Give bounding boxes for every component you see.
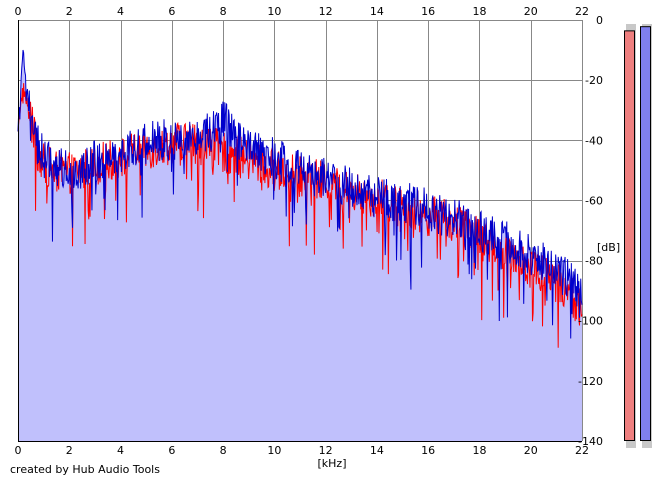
spectrum-area <box>18 50 582 442</box>
x-tick-label-top: 2 <box>66 5 73 18</box>
y-tick-label: -60 <box>585 194 603 207</box>
spectrum-lines <box>17 49 583 348</box>
x-tick-label-top: 0 <box>15 5 22 18</box>
level-meters <box>624 24 652 448</box>
x-tick-label-bottom: 6 <box>168 444 175 457</box>
x-tick-label-bottom: 14 <box>370 444 384 457</box>
y-tick-label: -120 <box>578 375 603 388</box>
y-tick-labels: 0 -20 -40 -60 -80 -100 -120 -140 <box>578 14 603 448</box>
x-tick-label-bottom: 8 <box>220 444 227 457</box>
y-axis-label: [dB] <box>597 241 620 254</box>
x-tick-label-bottom: 4 <box>117 444 124 457</box>
meter-left <box>624 30 635 442</box>
x-tick-label-top: 8 <box>220 5 227 18</box>
y-tick-label: -20 <box>585 74 603 87</box>
x-axis-label: [kHz] <box>318 457 347 470</box>
x-tick-label-bottom: 0 <box>15 444 22 457</box>
credit-text: created by Hub Audio Tools <box>10 463 160 476</box>
x-tick-label-bottom: 18 <box>472 444 486 457</box>
x-tick-label-top: 22 <box>575 5 589 18</box>
meter-right <box>640 26 651 442</box>
y-tick-label: -140 <box>578 435 603 448</box>
x-tick-label-bottom: 2 <box>66 444 73 457</box>
x-tick-label-top: 4 <box>117 5 124 18</box>
x-tick-label-top: 16 <box>421 5 435 18</box>
x-tick-label-bottom: 20 <box>524 444 538 457</box>
x-tick-label-top: 10 <box>267 5 281 18</box>
x-tick-label-top: 18 <box>472 5 486 18</box>
series-line-blue <box>17 49 583 339</box>
x-tick-label-bottom: 16 <box>421 444 435 457</box>
x-tick-label-bottom: 22 <box>575 444 589 457</box>
x-tick-label-top: 20 <box>524 5 538 18</box>
y-tick-label: 0 <box>596 14 603 27</box>
spectrum-fill <box>18 50 582 442</box>
y-tick-label: -100 <box>578 315 603 328</box>
x-tick-label-top: 14 <box>370 5 384 18</box>
x-tick-label-top: 6 <box>168 5 175 18</box>
x-tick-label-bottom: 10 <box>267 444 281 457</box>
x-tick-label-top: 12 <box>319 5 333 18</box>
x-tick-label-bottom: 12 <box>319 444 333 457</box>
y-tick-label: -80 <box>585 255 603 268</box>
series-line-red <box>17 83 583 348</box>
y-tick-label: -40 <box>585 134 603 147</box>
